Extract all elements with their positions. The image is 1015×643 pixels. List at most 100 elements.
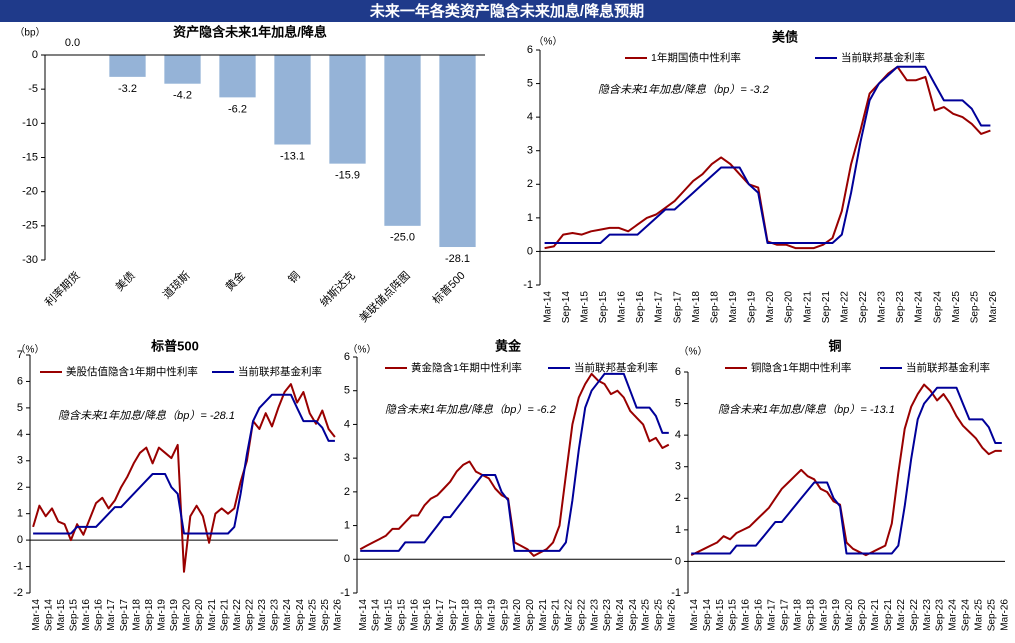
y-tick-label: -10	[22, 117, 38, 129]
x-tick-label: Mar-25	[307, 599, 318, 631]
x-tick-label: Mar-23	[257, 599, 268, 631]
x-tick-label: Sep-20	[194, 599, 205, 632]
x-tick-label: Sep-19	[747, 291, 758, 324]
x-tick-label: Mar-22	[232, 599, 243, 631]
y-tick-label: 6	[527, 44, 533, 56]
x-tick-label: Mar-14	[358, 599, 369, 631]
value-label: -15.9	[335, 170, 360, 182]
annotation: 隐含未来1年加息/降息（bp）= -28.1	[58, 409, 235, 422]
legend-label: 当前联邦基金利率	[238, 365, 322, 378]
x-tick-label: Sep-14	[561, 291, 572, 324]
x-tick-label: Mar-19	[156, 599, 167, 631]
x-tick-label: Mar-16	[741, 599, 752, 631]
x-tick-label: Sep-23	[602, 599, 613, 632]
x-tick-label: Mar-17	[435, 599, 446, 631]
x-tick-label: Sep-15	[396, 599, 407, 632]
x-tick-label: Sep-24	[628, 599, 639, 632]
x-tick-label: Sep-18	[144, 599, 155, 632]
x-tick-label: Sep-18	[805, 599, 816, 632]
x-tick-label: Mar-20	[182, 599, 193, 631]
legend-label: 当前联邦基金利率	[906, 361, 990, 374]
y-unit: （%）	[16, 344, 45, 356]
x-tick-label: Sep-19	[499, 599, 510, 632]
y-tick-label: 4	[344, 418, 350, 430]
x-tick-label: Sep-22	[244, 599, 255, 632]
x-tick-label: Mar-18	[461, 599, 472, 631]
x-tick-label: Sep-20	[525, 599, 536, 632]
bar	[109, 55, 146, 77]
x-tick-label: Sep-19	[169, 599, 180, 632]
x-tick-label: 黄金	[222, 268, 247, 293]
y-tick-label: 0	[17, 534, 23, 546]
annotation: 隐含未来1年加息/降息（bp）= -3.2	[598, 83, 769, 96]
x-tick-label: Sep-20	[857, 599, 868, 632]
x-tick-label: Mar-25	[951, 291, 962, 323]
x-tick-label: Mar-22	[564, 599, 575, 631]
y-tick-label: 1	[17, 508, 23, 520]
x-tick-label: Sep-22	[576, 599, 587, 632]
x-tick-label: Mar-21	[802, 291, 813, 323]
y-tick-label: 2	[17, 481, 23, 493]
x-tick-label: Sep-14	[702, 599, 713, 632]
series-line	[32, 383, 336, 573]
y-tick-label: 7	[17, 349, 23, 361]
x-tick-label: Mar-21	[870, 599, 881, 631]
y-tick-label: -1	[340, 587, 350, 599]
y-tick-label: 0	[675, 555, 681, 567]
x-tick-label: Sep-18	[474, 599, 485, 632]
chart-title: 铜	[827, 338, 841, 353]
x-tick-label: Mar-18	[792, 599, 803, 631]
y-tick-label: -1	[671, 587, 681, 599]
y-tick-label: -1	[13, 560, 23, 572]
x-tick-label: 纳斯达克	[317, 269, 357, 309]
y-tick-label: 0	[344, 553, 350, 565]
y-tick-label: 5	[675, 397, 681, 409]
y-tick-label: 0	[32, 49, 38, 61]
annotation: 隐含未来1年加息/降息（bp）= -6.2	[385, 403, 556, 416]
x-tick-label: Mar-26	[988, 291, 999, 323]
x-tick-label: Sep-15	[728, 599, 739, 632]
y-tick-label: 4	[527, 111, 533, 123]
x-tick-label: Mar-15	[384, 599, 395, 631]
x-tick-label: Mar-26	[666, 599, 677, 631]
bar	[384, 55, 421, 226]
x-tick-label: Mar-24	[914, 291, 925, 323]
y-tick-label: 1	[527, 212, 533, 224]
x-tick-label: Sep-21	[219, 599, 230, 632]
y-tick-label: 3	[527, 145, 533, 157]
x-tick-label: Sep-24	[932, 291, 943, 324]
x-tick-label: Sep-24	[961, 599, 972, 632]
x-tick-label: Mar-20	[512, 599, 523, 631]
y-tick-label: -1	[523, 279, 533, 291]
x-tick-label: Sep-22	[858, 291, 869, 324]
bar	[274, 55, 311, 145]
y-tick-label: -15	[22, 151, 38, 163]
x-tick-label: Sep-16	[422, 599, 433, 632]
x-tick-label: Sep-19	[831, 599, 842, 632]
chart-title: 黄金	[495, 338, 522, 353]
x-tick-label: Mar-25	[974, 599, 985, 631]
series-line	[360, 372, 669, 552]
y-tick-label: 0	[527, 245, 533, 257]
x-tick-label: Mar-16	[81, 599, 92, 631]
chart-title: 美债	[772, 29, 798, 44]
x-tick-label: Mar-15	[715, 599, 726, 631]
x-tick-label: Mar-23	[877, 291, 888, 323]
x-tick-label: Mar-16	[617, 291, 628, 323]
x-tick-label: Sep-23	[935, 599, 946, 632]
y-tick-label: 2	[344, 486, 350, 498]
x-tick-label: Mar-15	[579, 291, 590, 323]
x-tick-label: Sep-17	[119, 599, 130, 632]
x-tick-label: Mar-26	[999, 599, 1010, 631]
series-line	[33, 393, 335, 535]
x-tick-label: Mar-22	[839, 291, 850, 323]
x-tick-label: Mar-14	[689, 599, 700, 631]
x-tick-label: Mar-21	[207, 599, 218, 631]
x-tick-label: Mar-16	[409, 599, 420, 631]
y-tick-label: 6	[675, 366, 681, 378]
x-tick-label: Mar-25	[641, 599, 652, 631]
y-unit: （%）	[534, 36, 563, 48]
y-tick-label: 5	[17, 402, 23, 414]
y-tick-label: -20	[22, 186, 38, 198]
